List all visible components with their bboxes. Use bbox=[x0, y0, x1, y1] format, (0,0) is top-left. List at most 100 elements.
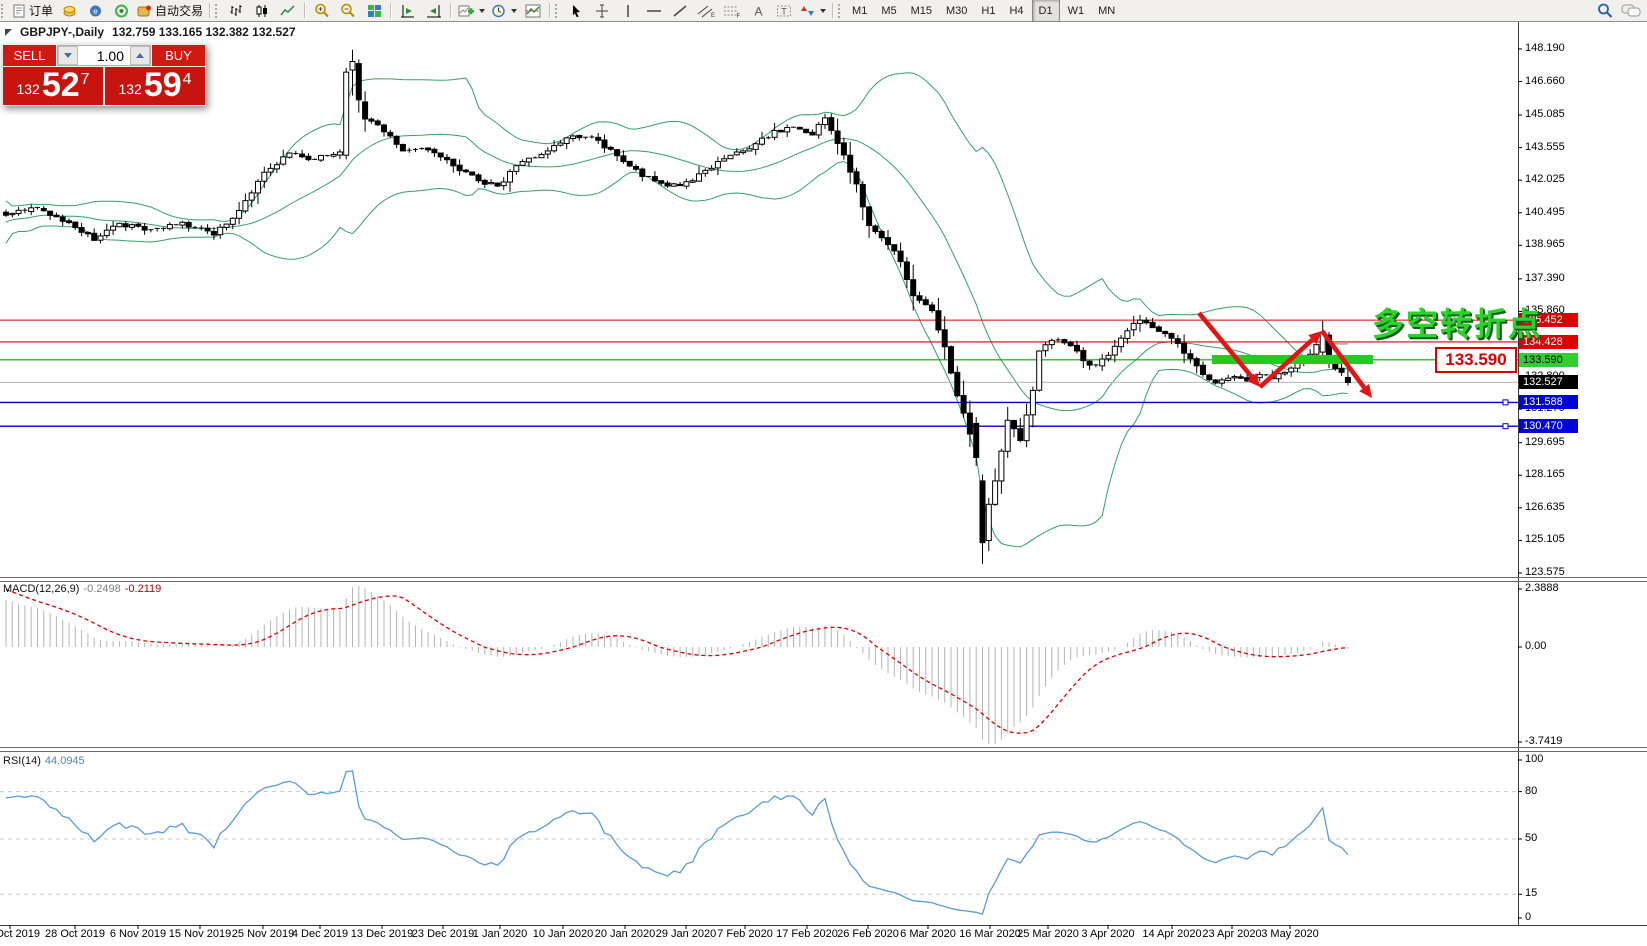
timeframe-MN[interactable]: MN bbox=[1098, 4, 1116, 17]
profile-button[interactable] bbox=[56, 1, 82, 20]
volume-increase-button[interactable] bbox=[130, 46, 150, 65]
timeframe-H4[interactable]: H4 bbox=[1009, 4, 1024, 17]
autotrade-icon bbox=[137, 5, 152, 16]
price-tick-label: 140.495 bbox=[1525, 205, 1565, 218]
candle-body bbox=[979, 480, 986, 544]
text-label-tool-button[interactable]: T bbox=[771, 1, 797, 20]
sell-price-button[interactable]: 132 52 7 bbox=[3, 67, 103, 105]
channel-tool-button[interactable]: E bbox=[693, 1, 719, 20]
zoom-in-button[interactable] bbox=[309, 1, 335, 20]
buy-price-prefix: 132 bbox=[118, 81, 142, 97]
candle-body bbox=[299, 153, 306, 158]
autotrade-button[interactable]: 自动交易 bbox=[134, 1, 206, 20]
search-icon[interactable] bbox=[1597, 3, 1613, 18]
arrows-tool-button[interactable] bbox=[797, 1, 829, 20]
toolbar-separator bbox=[390, 3, 393, 18]
vertical-line-tool-button[interactable] bbox=[615, 1, 641, 20]
candle-body bbox=[910, 279, 917, 297]
candle-body bbox=[897, 250, 904, 263]
candle-body bbox=[229, 217, 236, 225]
text-tool-button[interactable]: A bbox=[745, 1, 771, 20]
candle-body bbox=[878, 230, 885, 239]
macd-signal-line bbox=[5, 588, 1348, 735]
line-handle[interactable] bbox=[1502, 423, 1509, 430]
candle-body bbox=[500, 181, 507, 187]
macd-main-value: -0.2498 bbox=[83, 583, 121, 595]
buy-button[interactable]: BUY bbox=[152, 45, 205, 66]
candle-body bbox=[110, 225, 117, 231]
candle-body bbox=[1118, 337, 1125, 348]
chart-shift-button[interactable] bbox=[395, 1, 421, 20]
date-label: 14 Apr 2020 bbox=[1142, 928, 1202, 940]
candle-body bbox=[683, 181, 690, 187]
community-button[interactable]: e bbox=[82, 1, 108, 20]
periods-button[interactable] bbox=[488, 1, 520, 20]
new-order-button[interactable]: 订单 bbox=[9, 1, 56, 20]
candle-body bbox=[664, 182, 671, 187]
timeframe-W1[interactable]: W1 bbox=[1067, 4, 1085, 17]
chart-candles-button[interactable] bbox=[249, 1, 275, 20]
date-label: 25 Mar 2020 bbox=[1017, 928, 1079, 940]
indicators-button[interactable] bbox=[520, 1, 546, 20]
price-tick-label: 138.965 bbox=[1525, 238, 1565, 251]
sell-price-prefix: 132 bbox=[16, 81, 40, 97]
candle-body bbox=[948, 346, 954, 374]
date-label: 16 Mar 2020 bbox=[959, 928, 1021, 940]
timeframe-M15[interactable]: M15 bbox=[910, 4, 932, 17]
fibonacci-tool-button[interactable]: F bbox=[719, 1, 745, 20]
trendline-tool-button[interactable] bbox=[667, 1, 693, 20]
candle-body bbox=[557, 142, 564, 146]
candle-body bbox=[620, 155, 627, 163]
tile-windows-button[interactable] bbox=[361, 1, 387, 20]
mql5-community-icon: e bbox=[89, 5, 101, 16]
horizontal-line-tool-button[interactable] bbox=[641, 1, 667, 20]
chat-icon[interactable] bbox=[1621, 3, 1641, 18]
macd-signal-value: -0.2119 bbox=[124, 583, 162, 595]
candle-body bbox=[633, 166, 639, 170]
candle-body bbox=[525, 157, 532, 163]
sell-button[interactable]: SELL bbox=[3, 45, 56, 66]
zoom-out-icon bbox=[341, 3, 355, 18]
macd-tick-label: -3.7419 bbox=[1525, 735, 1563, 747]
date-label: 20 Jan 2020 bbox=[594, 928, 656, 940]
date-label: 13 Dec 2019 bbox=[350, 928, 414, 940]
timeframe-M30[interactable]: M30 bbox=[946, 4, 968, 17]
svg-text:F: F bbox=[737, 13, 741, 18]
candle-body bbox=[1155, 326, 1162, 332]
candle-body bbox=[469, 171, 476, 176]
candle-body bbox=[1225, 377, 1232, 381]
cursor-tool-button[interactable] bbox=[563, 1, 589, 20]
candle-body bbox=[393, 135, 400, 145]
candle-body bbox=[992, 480, 999, 505]
auto-scroll-button[interactable] bbox=[421, 1, 447, 20]
timeframe-H1[interactable]: H1 bbox=[981, 4, 996, 17]
price-tick-label: 148.190 bbox=[1525, 41, 1565, 54]
date-label: 29 Jan 2020 bbox=[655, 928, 717, 940]
candle-body bbox=[847, 154, 854, 173]
line-handle[interactable] bbox=[1502, 399, 1509, 406]
new-chart-button[interactable] bbox=[455, 1, 488, 20]
crosshair-tool-button[interactable] bbox=[589, 1, 615, 20]
candle-body bbox=[639, 168, 646, 177]
candle-body bbox=[1218, 379, 1225, 384]
timeframe-M5[interactable]: M5 bbox=[881, 4, 897, 17]
tile-windows-icon bbox=[367, 4, 381, 17]
timeframe-M1[interactable]: M1 bbox=[852, 4, 868, 17]
zoom-out-button[interactable] bbox=[335, 1, 361, 20]
candle-body bbox=[544, 150, 551, 155]
candle-body bbox=[1193, 358, 1200, 367]
candle-body bbox=[740, 150, 747, 154]
date-label: 26 Feb 2020 bbox=[837, 928, 899, 940]
volume-value[interactable]: 1.00 bbox=[96, 47, 124, 64]
chart-line-button[interactable] bbox=[275, 1, 301, 20]
signals-button[interactable] bbox=[108, 1, 134, 20]
candle-body bbox=[255, 180, 261, 194]
buy-price-button[interactable]: 132 59 4 bbox=[105, 67, 205, 105]
volume-decrease-button[interactable] bbox=[58, 46, 78, 65]
timeframe-D1[interactable]: D1 bbox=[1031, 0, 1060, 22]
chart-bars-button[interactable] bbox=[223, 1, 249, 20]
candle-body bbox=[759, 137, 765, 145]
candle-body bbox=[822, 117, 828, 126]
candle-body bbox=[318, 154, 324, 161]
